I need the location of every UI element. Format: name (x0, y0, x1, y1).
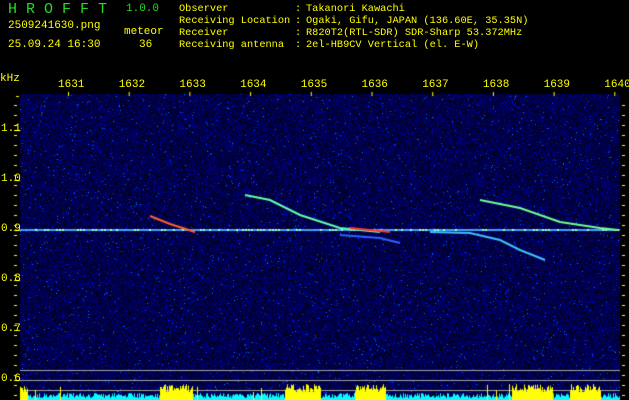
station-colon: : (295, 3, 302, 15)
y-tick-label: 0.7 (1, 323, 21, 335)
meteor-label: meteor (124, 26, 164, 38)
x-tick-label: 1635 (300, 79, 328, 91)
x-tick-label: 1633 (179, 79, 206, 91)
x-tick-label: 1637 (422, 79, 449, 91)
station-label: Receiving Location (179, 15, 291, 27)
y-tick-label: 0.6 (1, 373, 21, 385)
x-tick-label: 1634 (240, 79, 267, 91)
app-title: H R O F F T (8, 1, 108, 18)
station-label: Receiving antenna (179, 39, 285, 51)
app-version: 1.0.0 (126, 3, 160, 15)
station-value: R820T2(RTL-SDR) SDR-Sharp 53.372MHz (306, 27, 523, 39)
x-tick-label: 1631 (58, 79, 85, 91)
y-tick-label: 0.8 (1, 273, 21, 285)
station-colon: : (295, 27, 302, 39)
station-value: Ogaki, Gifu, JAPAN (136.60E, 35.35N) (306, 15, 529, 27)
x-tick-label: 1639 (543, 79, 570, 91)
x-tick-label: 1640 (604, 79, 629, 91)
x-tick-label: 1636 (361, 79, 388, 91)
station-colon: : (295, 39, 302, 51)
x-tick-label: 1632 (118, 79, 146, 91)
station-value: Takanori Kawachi (306, 3, 405, 15)
y-tick-label: 1.0 (1, 173, 21, 185)
y-axis-unit: kHz (0, 73, 20, 85)
y-tick-label: 1.1 (1, 123, 21, 135)
station-label: Observer (179, 3, 229, 15)
filename: 2509241630.png (8, 20, 101, 32)
y-tick-label: 0.9 (1, 223, 21, 235)
x-tick-label: 1638 (482, 79, 510, 91)
station-colon: : (295, 15, 302, 27)
datetime: 25.09.24 16:30 (8, 39, 101, 51)
station-value: 2el-HB9CV Vertical (el. E-W) (306, 39, 480, 51)
station-label: Receiver (179, 27, 229, 39)
meteor-count: 36 (139, 39, 153, 51)
